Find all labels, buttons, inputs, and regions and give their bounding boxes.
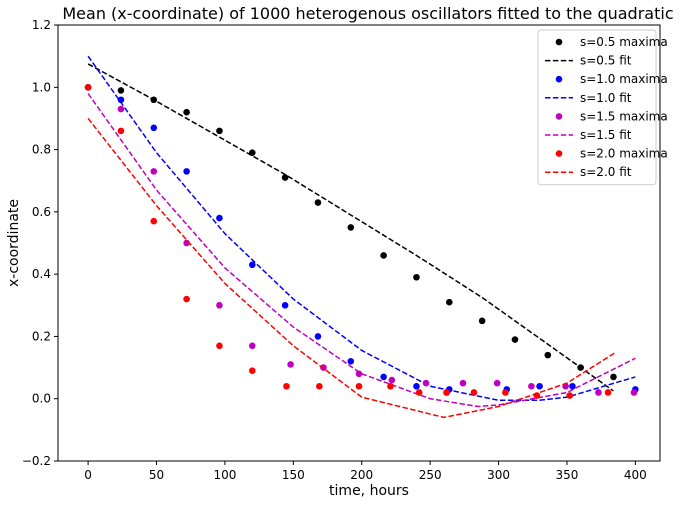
- data-point-s-0-5-maxima: [478, 317, 486, 325]
- data-point-s-2-0-maxima: [502, 389, 509, 396]
- plot-area: [84, 55, 639, 419]
- data-point-s-0-5-maxima: [314, 199, 322, 206]
- x-axis: 0 50 100 150 200 250 300 350 400: [84, 461, 647, 482]
- legend-marker-swatch: [555, 38, 563, 46]
- x-tick-label: 50: [149, 468, 164, 482]
- data-point-s-1-5-maxima: [287, 361, 294, 368]
- data-point-s-0-5-maxima: [347, 224, 355, 231]
- y-tick-label: −0.2: [22, 454, 51, 468]
- x-axis-label: time, hours: [329, 483, 409, 499]
- x-tick-label: 100: [213, 468, 236, 482]
- x-tick-label: 350: [556, 468, 579, 482]
- data-point-s-0-5-maxima: [216, 127, 223, 135]
- data-point-s-2-0-maxima: [117, 127, 125, 135]
- x-tick-label: 400: [624, 468, 647, 482]
- data-point-s-0-5-maxima: [610, 373, 617, 381]
- data-point-s-2-0-maxima: [387, 382, 394, 390]
- data-point-s-1-5-maxima: [216, 301, 223, 309]
- y-tick-label: 0.4: [32, 267, 51, 281]
- data-point-s-2-0-maxima: [470, 389, 478, 396]
- data-point-s-1-0-maxima: [183, 168, 190, 175]
- legend: s=0.5 maxima s=0.5 fit s=1.0 maxima s=1.0 f…: [537, 29, 668, 186]
- data-point-s-1-0-maxima: [347, 358, 355, 365]
- data-point-s-2-0-maxima: [316, 382, 323, 390]
- data-point-s-1-0-maxima: [413, 382, 420, 390]
- legend-marker-swatch: [555, 75, 563, 83]
- data-point-s-1-0-maxima: [117, 96, 125, 104]
- data-point-s-2-0-maxima: [84, 83, 92, 91]
- data-point-s-2-0-maxima: [566, 392, 573, 399]
- data-point-s-0-5-maxima: [511, 336, 519, 343]
- data-point-s-1-5-maxima: [630, 389, 638, 396]
- data-point-s-0-5-maxima: [183, 108, 190, 116]
- data-point-s-0-5-maxima: [446, 298, 453, 306]
- legend-label: s=1.0 maxima: [580, 72, 668, 86]
- data-point-s-1-5-maxima: [388, 376, 396, 384]
- data-point-s-1-5-maxima: [117, 105, 125, 113]
- plot-frame: [57, 24, 661, 462]
- data-point-s-1-5-maxima: [493, 379, 501, 387]
- data-point-s-1-5-maxima: [248, 342, 256, 350]
- data-point-s-2-0-maxima: [248, 367, 256, 374]
- legend-label: s=2.0 fit: [580, 165, 632, 179]
- y-tick-label: 1.2: [32, 18, 51, 32]
- data-point-s-1-5-maxima: [595, 389, 602, 396]
- data-point-s-2-0-maxima: [283, 382, 290, 390]
- y-tick-label: 0.8: [32, 143, 51, 157]
- legend-label: s=1.5 maxima: [580, 109, 668, 123]
- data-point-s-1-5-maxima: [150, 168, 158, 175]
- x-tick-label: 0: [84, 468, 92, 482]
- data-point-s-1-0-maxima: [536, 382, 543, 390]
- fit-line-s-0-5-fit: [87, 63, 614, 392]
- legend-marker-swatch: [555, 113, 563, 120]
- data-point-s-1-5-maxima: [422, 379, 430, 387]
- data-point-s-0-5-maxima: [380, 252, 387, 259]
- y-tick-label: 1.0: [32, 80, 51, 94]
- y-axis-label: x-coordinate: [6, 199, 22, 287]
- chart-title: Mean (x-coordinate) of 1000 heterogenous…: [62, 4, 673, 23]
- y-tick-label: 0.2: [32, 329, 51, 343]
- data-point-s-1-0-maxima: [248, 261, 256, 269]
- fit-line-s-2-0-fit: [87, 117, 617, 419]
- data-point-s-1-0-maxima: [150, 124, 158, 132]
- data-point-s-1-0-maxima: [380, 373, 387, 381]
- data-point-s-2-0-maxima: [216, 342, 223, 350]
- data-point-s-1-0-maxima: [569, 382, 576, 390]
- y-axis: −0.2 0.0 0.2 0.4 0.6 0.8 1.0 1.2: [22, 18, 58, 468]
- data-point-s-1-5-maxima: [355, 370, 363, 378]
- data-point-s-1-5-maxima: [528, 382, 535, 390]
- data-point-s-2-0-maxima: [443, 389, 450, 396]
- x-tick-label: 200: [350, 468, 373, 482]
- data-point-s-1-0-maxima: [216, 214, 223, 222]
- legend-label: s=0.5 fit: [580, 54, 632, 68]
- data-point-s-0-5-maxima: [413, 273, 420, 281]
- legend-label: s=2.0 maxima: [580, 147, 668, 161]
- data-point-s-2-0-maxima: [604, 389, 612, 396]
- data-point-s-2-0-maxima: [355, 382, 363, 390]
- data-point-s-0-5-maxima: [281, 174, 289, 181]
- data-point-s-2-0-maxima: [183, 295, 190, 303]
- y-tick-label: 0.6: [32, 205, 51, 219]
- fit-line-s-1-0-fit: [87, 55, 636, 402]
- data-point-s-2-0-maxima: [150, 217, 158, 225]
- legend-label: s=1.0 fit: [580, 91, 632, 105]
- legend-marker-swatch: [555, 150, 563, 157]
- legend-label: s=1.5 fit: [580, 128, 632, 142]
- x-tick-label: 300: [487, 468, 510, 482]
- data-point-s-2-0-maxima: [415, 389, 423, 396]
- data-point-s-1-0-maxima: [281, 301, 289, 309]
- x-tick-label: 250: [419, 468, 442, 482]
- fit-line-s-1-5-fit: [87, 93, 636, 408]
- data-point-s-0-5-maxima: [117, 87, 125, 94]
- y-tick-label: 0.0: [32, 392, 51, 406]
- data-point-s-1-5-maxima: [459, 379, 467, 387]
- data-point-s-1-0-maxima: [314, 333, 322, 340]
- x-tick-label: 150: [282, 468, 305, 482]
- legend-box: [537, 29, 657, 186]
- legend-label: s=0.5 maxima: [580, 35, 668, 49]
- data-point-s-0-5-maxima: [544, 351, 552, 359]
